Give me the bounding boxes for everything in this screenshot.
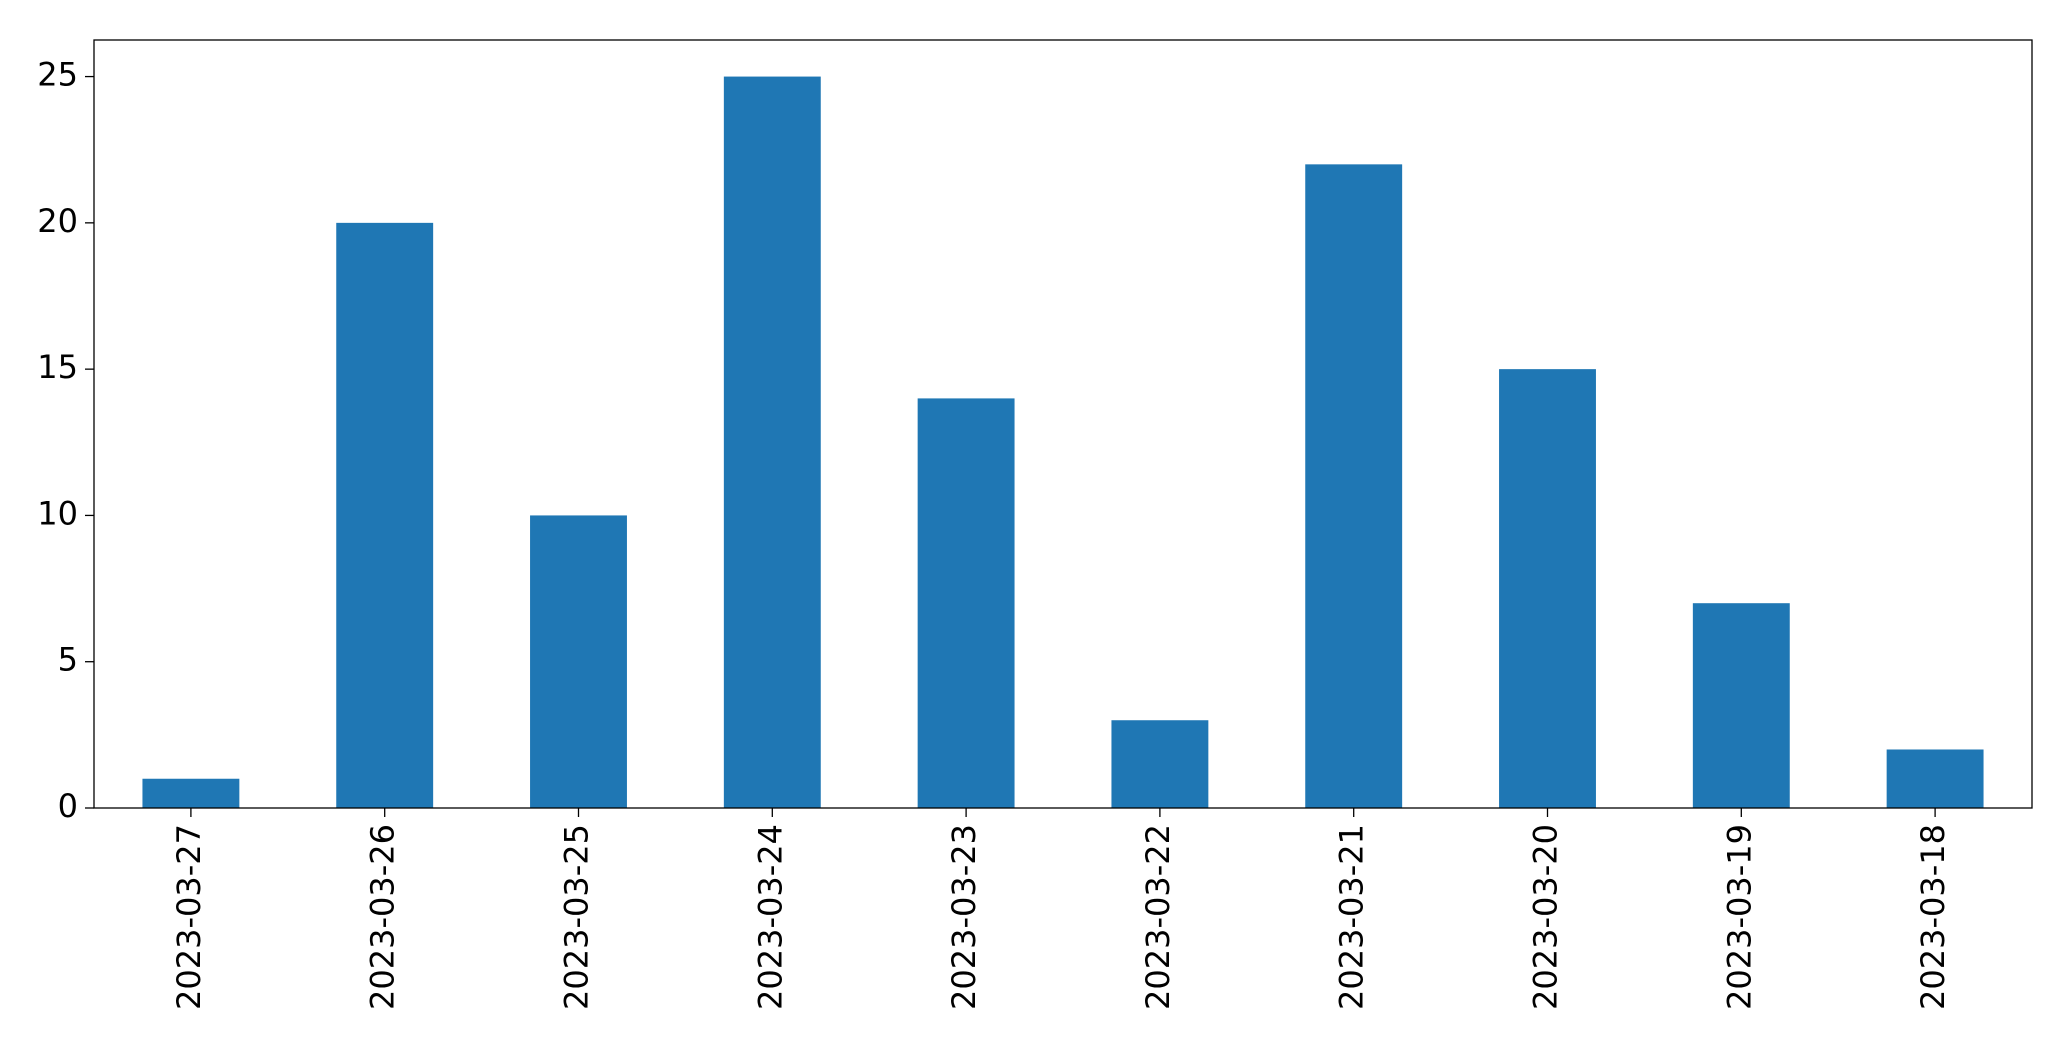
x-tick-label: 2023-03-20 <box>1527 824 1565 1010</box>
bar <box>142 778 240 808</box>
x-tick-label: 2023-03-22 <box>1139 824 1177 1010</box>
x-tick-label: 2023-03-27 <box>170 824 208 1010</box>
y-tick-label: 10 <box>37 494 78 532</box>
x-tick-label: 2023-03-23 <box>945 824 983 1010</box>
bar <box>723 76 821 809</box>
bar <box>1499 369 1596 808</box>
bar <box>530 515 627 808</box>
x-tick-label: 2023-03-19 <box>1720 824 1758 1010</box>
x-tick-label: 2023-03-26 <box>364 824 402 1010</box>
bar <box>1111 720 1209 808</box>
y-tick-label: 0 <box>58 787 78 825</box>
x-tick-label: 2023-03-24 <box>751 824 789 1010</box>
y-tick-label: 20 <box>37 202 78 240</box>
x-tick-label: 2023-03-18 <box>1914 824 1952 1010</box>
bar <box>1305 164 1403 809</box>
bar <box>336 222 434 808</box>
bar <box>917 398 1015 808</box>
bar <box>1886 749 1984 808</box>
y-tick-label: 25 <box>37 56 78 94</box>
plot-frame <box>93 39 2033 809</box>
y-tick-label: 15 <box>37 348 78 386</box>
x-tick-label: 2023-03-25 <box>558 824 596 1010</box>
bar <box>1692 603 1790 808</box>
x-tick-label: 2023-03-21 <box>1333 824 1371 1010</box>
y-tick-label: 5 <box>58 641 78 679</box>
